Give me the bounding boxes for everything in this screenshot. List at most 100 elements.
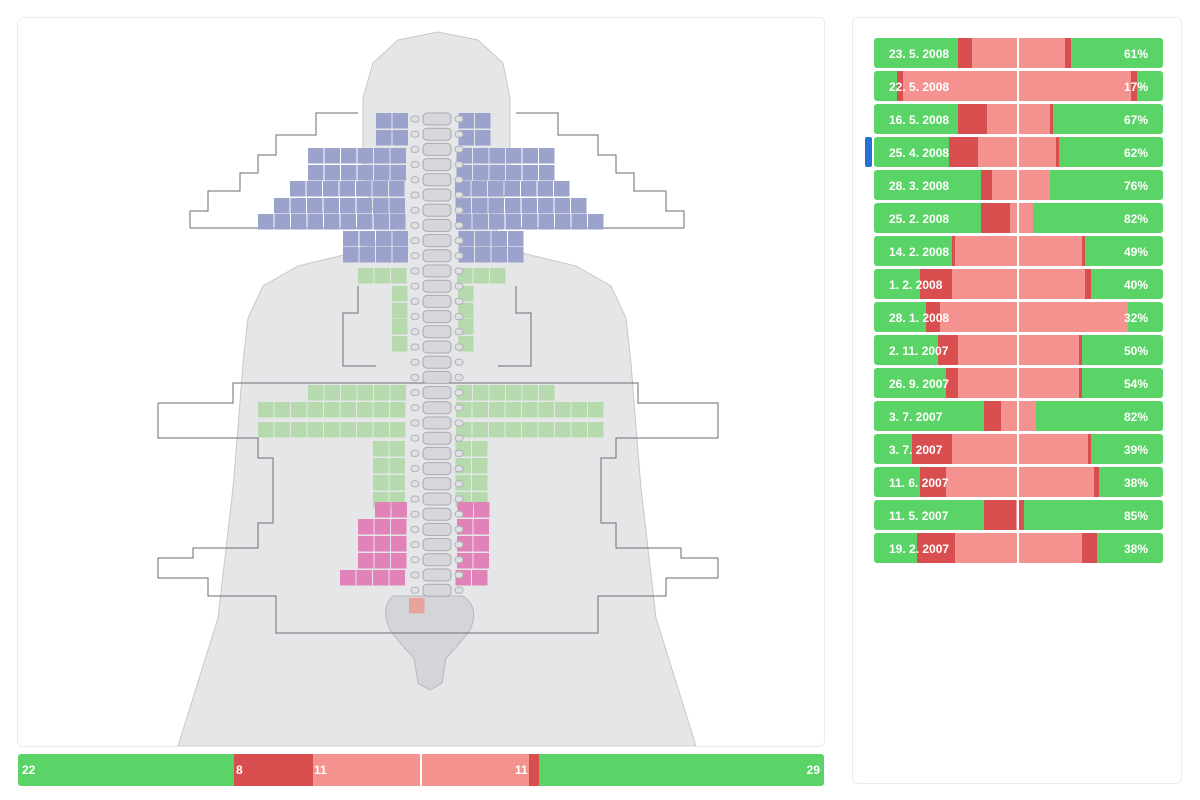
thoracic-cell[interactable] (274, 422, 291, 438)
cervical-cell[interactable] (356, 181, 372, 197)
thoracic-cell[interactable] (390, 402, 406, 418)
lumbar-cell[interactable] (375, 502, 391, 518)
cervical-cell[interactable] (475, 130, 491, 146)
thoracic-cell[interactable] (389, 441, 406, 457)
exam-row[interactable]: 2. 11. 2007 50% (874, 335, 1163, 365)
cervical-cell[interactable] (538, 198, 554, 214)
cervical-cell[interactable] (356, 198, 373, 214)
thoracic-cell[interactable] (373, 441, 389, 457)
cervical-cell[interactable] (489, 148, 506, 164)
cervical-cell[interactable] (357, 148, 374, 164)
thoracic-cell[interactable] (357, 422, 373, 438)
exam-row[interactable]: 25. 4. 2008 62% (874, 137, 1163, 167)
cervical-cell[interactable] (343, 247, 359, 263)
thoracic-cell[interactable] (392, 336, 408, 352)
thoracic-cell[interactable] (324, 385, 341, 401)
cervical-cell[interactable] (341, 165, 357, 181)
cervical-cell[interactable] (341, 148, 357, 164)
thoracic-cell[interactable] (472, 422, 489, 438)
lumbar-cell[interactable] (391, 536, 407, 552)
thoracic-cell[interactable] (389, 458, 406, 474)
cervical-cell[interactable] (472, 214, 489, 230)
cervical-cell[interactable] (522, 214, 538, 230)
cervical-cell[interactable] (392, 113, 409, 129)
cervical-cell[interactable] (489, 214, 505, 230)
cervical-cell[interactable] (372, 181, 389, 197)
cervical-cell[interactable] (308, 148, 324, 164)
thoracic-cell[interactable] (324, 402, 340, 418)
lumbar-cell[interactable] (358, 553, 374, 569)
lumbar-cell[interactable] (391, 519, 407, 535)
cervical-cell[interactable] (521, 198, 538, 214)
thoracic-cell[interactable] (489, 385, 506, 401)
lumbar-cell[interactable] (389, 570, 406, 586)
cervical-cell[interactable] (274, 198, 290, 214)
cervical-cell[interactable] (290, 181, 306, 197)
lumbar-cell[interactable] (374, 536, 391, 552)
thoracic-cell[interactable] (357, 402, 373, 418)
cervical-cell[interactable] (359, 247, 376, 263)
cervical-cell[interactable] (343, 231, 359, 247)
lumbar-cell[interactable] (473, 553, 490, 569)
exam-row[interactable]: 11. 6. 2007 38% (874, 467, 1163, 497)
cervical-cell[interactable] (291, 214, 307, 230)
thoracic-cell[interactable] (392, 286, 408, 302)
thoracic-cell[interactable] (555, 402, 571, 418)
thoracic-cell[interactable] (538, 402, 555, 418)
cervical-cell[interactable] (506, 165, 522, 181)
thoracic-cell[interactable] (373, 422, 390, 438)
exam-row[interactable]: 1. 2. 2008 40% (874, 269, 1163, 299)
thoracic-cell[interactable] (472, 441, 488, 457)
cervical-cell[interactable] (508, 231, 524, 247)
cervical-cell[interactable] (323, 198, 340, 214)
cervical-cell[interactable] (475, 113, 491, 129)
cervical-cell[interactable] (539, 165, 555, 181)
lumbar-cell[interactable] (358, 536, 374, 552)
thoracic-cell[interactable] (258, 422, 274, 438)
cervical-cell[interactable] (324, 214, 340, 230)
thoracic-cell[interactable] (456, 385, 473, 401)
thoracic-cell[interactable] (571, 422, 588, 438)
lumbar-cell[interactable] (374, 519, 391, 535)
cervical-cell[interactable] (323, 181, 339, 197)
cervical-cell[interactable] (539, 148, 555, 164)
cervical-cell[interactable] (389, 198, 406, 214)
cervical-cell[interactable] (522, 165, 539, 181)
thoracic-cell[interactable] (588, 422, 604, 438)
thoracic-cell[interactable] (506, 385, 522, 401)
thoracic-cell[interactable] (340, 402, 357, 418)
thoracic-cell[interactable] (274, 402, 291, 418)
cervical-cell[interactable] (307, 198, 323, 214)
cervical-cell[interactable] (489, 165, 506, 181)
cervical-cell[interactable] (258, 214, 274, 230)
thoracic-cell[interactable] (472, 475, 488, 491)
thoracic-cell[interactable] (374, 268, 391, 284)
cervical-cell[interactable] (554, 181, 570, 197)
cervical-cell[interactable] (588, 214, 604, 230)
thoracic-cell[interactable] (505, 422, 522, 438)
cervical-cell[interactable] (491, 247, 508, 263)
cervical-cell[interactable] (392, 247, 409, 263)
thoracic-cell[interactable] (390, 385, 407, 401)
cervical-cell[interactable] (537, 181, 554, 197)
cervical-cell[interactable] (473, 148, 489, 164)
cervical-cell[interactable] (357, 214, 373, 230)
cervical-cell[interactable] (307, 214, 324, 230)
thoracic-cell[interactable] (505, 402, 522, 418)
thoracic-cell[interactable] (473, 268, 490, 284)
exam-row[interactable]: 26. 9. 2007 54% (874, 368, 1163, 398)
exam-row[interactable]: 22. 5. 2008 17% (874, 71, 1163, 101)
thoracic-cell[interactable] (340, 422, 357, 438)
thoracic-cell[interactable] (374, 385, 390, 401)
thoracic-cell[interactable] (472, 402, 489, 418)
cervical-cell[interactable] (473, 165, 489, 181)
thoracic-cell[interactable] (538, 422, 555, 438)
cervical-cell[interactable] (324, 165, 341, 181)
lumbar-cell[interactable] (340, 570, 356, 586)
cervical-cell[interactable] (376, 247, 392, 263)
thoracic-cell[interactable] (341, 385, 357, 401)
cervical-cell[interactable] (376, 130, 392, 146)
cervical-cell[interactable] (324, 148, 341, 164)
thoracic-cell[interactable] (392, 319, 408, 335)
thoracic-cell[interactable] (373, 475, 389, 491)
